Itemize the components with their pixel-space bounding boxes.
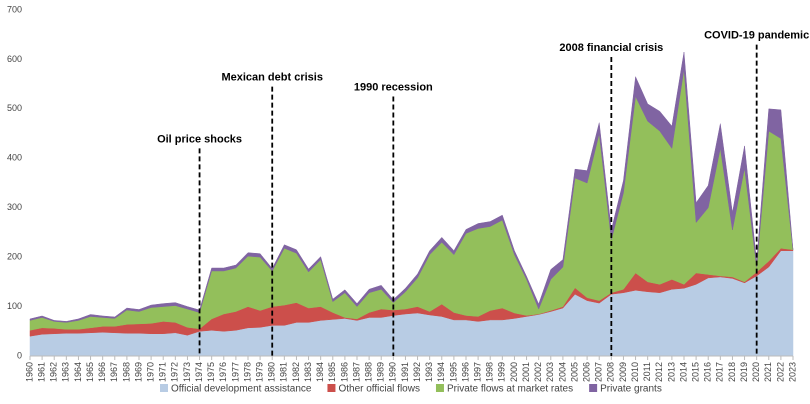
y-tick-label: 700	[7, 4, 22, 14]
x-tick-label: 1999	[497, 362, 507, 382]
x-tick-label: 1970	[145, 362, 155, 382]
x-tick-label: 1961	[36, 362, 46, 382]
x-tick-label: 2004	[557, 362, 567, 382]
legend-label: Private grants	[600, 384, 662, 395]
x-tick-label: 2008	[606, 362, 616, 382]
x-tick-label: 1989	[376, 362, 386, 382]
legend-swatch	[160, 384, 168, 392]
x-tick-label: 1966	[97, 362, 107, 382]
y-tick-label: 200	[7, 252, 22, 262]
x-tick-label: 1972	[170, 362, 180, 382]
x-tick-label: 1968	[121, 362, 131, 382]
legend-label: Other official flows	[338, 384, 420, 395]
x-tick-label: 1994	[436, 362, 446, 382]
legend-swatch	[589, 384, 598, 392]
x-tick-label: 1967	[109, 362, 119, 382]
x-tick-label: 2020	[751, 362, 761, 382]
x-tick-label: 1979	[254, 362, 264, 382]
x-tick-label: 2017	[715, 362, 725, 382]
y-tick-label: 0	[17, 350, 22, 360]
x-tick-label: 2010	[630, 362, 640, 382]
y-tick-label: 400	[7, 153, 22, 163]
x-tick-label: 1984	[315, 362, 325, 382]
x-tick-label: 2019	[739, 362, 749, 382]
x-tick-label: 1971	[158, 362, 168, 382]
y-tick-label: 500	[7, 103, 22, 113]
x-tick-label: 1992	[412, 362, 422, 382]
x-tick-label: 1976	[218, 362, 228, 382]
x-tick-label: 1974	[194, 362, 204, 382]
x-tick-label: 2001	[521, 362, 531, 382]
x-tick-label: 2000	[509, 362, 519, 382]
x-tick-label: 2009	[618, 362, 628, 382]
y-tick-label: 100	[7, 301, 22, 311]
x-tick-label: 1965	[85, 362, 95, 382]
y-tick-label: 600	[7, 54, 22, 64]
x-tick-label: 1983	[303, 362, 313, 382]
x-tick-label: 2002	[533, 362, 543, 382]
x-tick-label: 1960	[24, 362, 34, 382]
legend-label: Official development assistance	[171, 384, 312, 395]
x-tick-label: 1982	[291, 362, 301, 382]
x-tick-label: 2023	[787, 362, 797, 382]
annotation-label: 1990 recession	[354, 81, 433, 93]
x-tick-label: 1991	[400, 362, 410, 382]
annotation-label: COVID-19 pandemic	[704, 30, 809, 42]
x-tick-label: 2007	[594, 362, 604, 382]
x-tick-label: 1981	[279, 362, 289, 382]
x-tick-label: 2014	[678, 362, 688, 382]
x-tick-label: 1964	[73, 362, 83, 382]
x-tick-label: 1995	[448, 362, 458, 382]
x-tick-label: 1990	[388, 362, 398, 382]
x-tick-label: 2003	[545, 362, 555, 382]
x-tick-label: 2012	[654, 362, 664, 382]
x-tick-label: 2018	[727, 362, 737, 382]
y-tick-label: 300	[7, 202, 22, 212]
x-tick-label: 1988	[363, 362, 373, 382]
x-tick-label: 1980	[267, 362, 277, 382]
x-tick-label: 1963	[61, 362, 71, 382]
x-tick-label: 1987	[351, 362, 361, 382]
x-tick-label: 1978	[242, 362, 252, 382]
x-tick-label: 1985	[327, 362, 337, 382]
x-tick-label: 1986	[339, 362, 349, 382]
legend-swatch	[435, 384, 444, 392]
area	[29, 51, 794, 323]
x-tick-label: 2015	[690, 362, 700, 382]
x-tick-label: 1993	[424, 362, 434, 382]
legend-swatch	[327, 384, 336, 392]
x-tick-label: 1996	[460, 362, 470, 382]
x-tick-label: 1973	[182, 362, 192, 382]
x-tick-label: 2011	[642, 362, 652, 381]
annotation-label: 2008 financial crisis	[559, 42, 663, 54]
annotation-label: Oil price shocks	[157, 133, 242, 145]
x-tick-label: 1998	[485, 362, 495, 382]
x-tick-label: 1975	[206, 362, 216, 382]
annotation-label: Mexican debt crisis	[221, 72, 323, 84]
x-tick-label: 2013	[666, 362, 676, 382]
x-tick-label: 2021	[763, 362, 773, 382]
x-tick-label: 1997	[472, 362, 482, 382]
x-tick-label: 2016	[703, 362, 713, 382]
x-tick-label: 2022	[775, 362, 785, 382]
x-tick-label: 2005	[569, 362, 579, 382]
x-tick-label: 1962	[49, 362, 59, 382]
x-tick-label: 2006	[581, 362, 591, 382]
x-tick-label: 1969	[133, 362, 143, 382]
legend-label: Private flows at market rates	[447, 384, 573, 395]
x-tick-label: 1977	[230, 362, 240, 382]
